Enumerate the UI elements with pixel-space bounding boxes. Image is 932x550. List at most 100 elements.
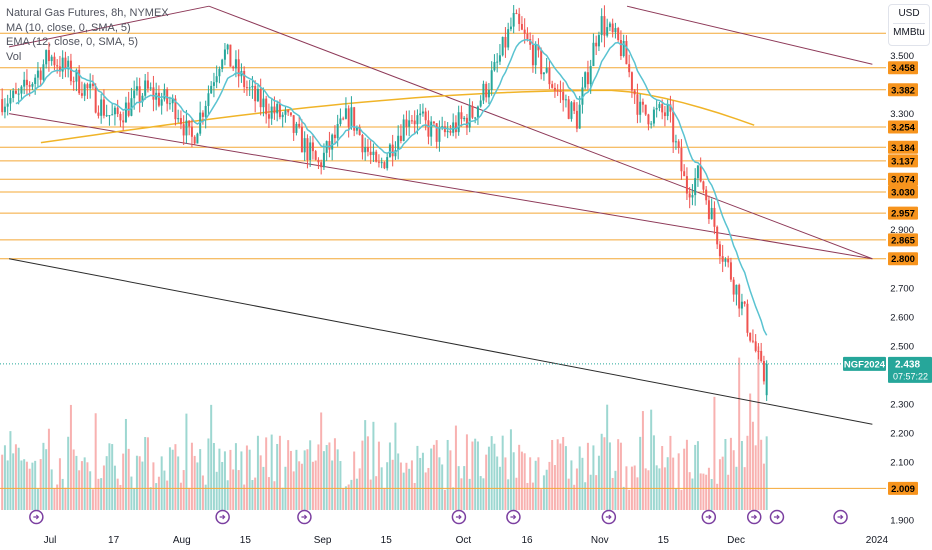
volume-bar <box>589 474 592 510</box>
volume-bar <box>564 446 567 510</box>
symbol-tag <box>843 356 886 371</box>
volume-bar <box>496 456 499 510</box>
candle-body <box>56 65 59 67</box>
candle-body <box>443 126 446 133</box>
candle-body <box>182 124 185 136</box>
candle-body <box>333 134 336 139</box>
volume-bar <box>597 455 600 510</box>
candle-body <box>531 44 534 66</box>
candle-body <box>584 72 587 88</box>
candle-body <box>254 85 257 102</box>
candle-body <box>361 135 364 153</box>
volume-bar <box>78 470 81 510</box>
volume-bar <box>680 489 683 510</box>
volume-bar <box>105 456 108 510</box>
volume-bar <box>212 442 215 510</box>
candle-body <box>97 112 100 116</box>
candle-body <box>218 68 221 77</box>
time-tick-label: Sep <box>314 535 332 546</box>
candle-body <box>45 50 48 65</box>
candle-body <box>311 142 314 152</box>
volume-bar <box>6 460 9 510</box>
candle-body <box>471 105 474 118</box>
candle-body <box>300 126 303 153</box>
volume-bar <box>487 446 490 510</box>
volume-bar <box>685 439 688 510</box>
event-marker[interactable] <box>746 509 762 525</box>
candle-body <box>592 42 595 66</box>
event-marker[interactable] <box>701 509 717 525</box>
currency-label[interactable]: USD <box>898 8 920 19</box>
event-marker[interactable] <box>601 509 617 525</box>
candle-body <box>375 151 378 162</box>
candle-body <box>322 152 325 168</box>
candle-body <box>509 26 512 30</box>
candle-body <box>413 120 416 125</box>
candle-body <box>707 200 710 220</box>
volume-bar <box>388 442 391 510</box>
time-tick-label: 16 <box>521 535 533 546</box>
volume-bar <box>493 443 496 510</box>
volume-bar <box>163 470 166 510</box>
volume-bar <box>83 457 86 510</box>
candle-body <box>116 107 119 114</box>
candle-body <box>534 44 537 66</box>
event-arrow-icon <box>751 514 758 520</box>
candle-body <box>548 67 551 85</box>
candle-body <box>1 99 4 113</box>
candle-body <box>157 92 160 106</box>
volume-bar <box>545 469 548 510</box>
candle-body <box>210 85 213 94</box>
volume-bar <box>413 482 416 510</box>
volume-bar <box>669 435 672 510</box>
candle-body <box>518 13 521 25</box>
volume-bar <box>460 478 463 510</box>
volume-bar <box>474 438 477 510</box>
candle-body <box>482 83 485 101</box>
event-marker[interactable] <box>29 509 44 525</box>
candle-body <box>353 107 356 131</box>
event-marker[interactable] <box>769 509 785 525</box>
candle-body <box>163 89 166 100</box>
volume-bar <box>223 451 226 510</box>
event-marker[interactable] <box>297 509 312 525</box>
event-marker[interactable] <box>215 509 230 525</box>
volume-bar <box>410 460 413 510</box>
event-marker[interactable] <box>451 509 467 525</box>
candle-body <box>639 101 642 115</box>
volume-bar <box>567 478 570 510</box>
candle-body <box>295 123 298 133</box>
volume-bar <box>240 451 243 510</box>
volume-bar <box>177 456 180 510</box>
candle-body <box>298 123 301 127</box>
volume-bar <box>325 445 328 510</box>
volume-bar <box>446 439 449 510</box>
volume-bar <box>399 462 402 510</box>
unit-label[interactable]: MMBtu <box>893 27 925 38</box>
candle-body <box>611 23 614 33</box>
candle-body <box>119 113 122 121</box>
candle-body <box>633 90 636 95</box>
event-marker[interactable] <box>833 509 848 525</box>
volume-bar <box>254 477 257 510</box>
event-marker[interactable] <box>506 509 521 525</box>
unit-selector[interactable]: USD MMBtu <box>888 4 930 46</box>
volume-bar <box>190 442 193 510</box>
volume-bar <box>512 452 515 510</box>
candle-body <box>309 142 312 161</box>
candle-body <box>91 83 94 87</box>
candle-body <box>23 79 26 87</box>
candle-body <box>146 80 149 89</box>
price-tick-label: 2.600 <box>890 312 914 323</box>
volume-bar <box>256 435 259 510</box>
volume-bar <box>729 437 732 510</box>
candle-body <box>760 350 763 361</box>
volume-bar <box>691 478 694 510</box>
candle-body <box>248 87 251 89</box>
volume-bar <box>111 444 114 510</box>
candle-body <box>545 67 548 73</box>
volume-bar <box>575 468 578 510</box>
volume-bar <box>757 346 760 510</box>
candle-body <box>133 90 136 99</box>
